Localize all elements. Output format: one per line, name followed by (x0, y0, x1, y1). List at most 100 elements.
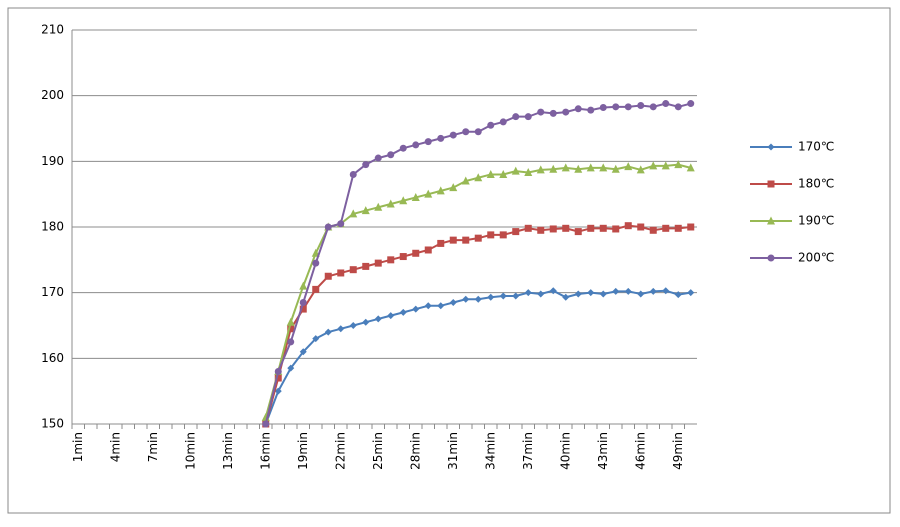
marker (611, 164, 620, 173)
marker (524, 167, 533, 176)
marker (436, 186, 445, 195)
marker (574, 105, 582, 113)
marker (299, 281, 308, 290)
marker (487, 231, 495, 239)
marker (686, 163, 695, 172)
marker (424, 246, 432, 254)
x-tick-label: 49min (671, 432, 685, 470)
marker (499, 292, 507, 300)
x-tick-label: 1min (71, 432, 85, 462)
marker (636, 165, 645, 174)
marker (462, 295, 470, 303)
marker (624, 162, 633, 171)
marker (487, 121, 495, 129)
marker (324, 328, 332, 336)
marker (411, 192, 420, 201)
marker (462, 236, 470, 244)
marker (299, 305, 307, 313)
marker (662, 287, 670, 295)
marker (474, 128, 482, 136)
x-tick-label: 19min (296, 432, 310, 470)
marker (612, 287, 620, 295)
marker (299, 348, 307, 356)
x-tick-label: 13min (221, 432, 235, 470)
x-tick-label: 31min (446, 432, 460, 470)
marker (287, 325, 295, 333)
marker (767, 254, 775, 262)
x-tick-label: 28min (408, 432, 422, 470)
marker (349, 209, 358, 218)
marker (599, 224, 607, 232)
marker (449, 183, 458, 192)
marker (437, 302, 445, 310)
marker (474, 173, 483, 182)
marker (586, 163, 595, 172)
marker (387, 256, 395, 264)
x-tick-label: 7min (146, 432, 160, 462)
marker (562, 108, 570, 116)
y-tick-label: 150 (41, 417, 64, 431)
marker (562, 224, 570, 232)
marker (612, 225, 620, 233)
marker (537, 226, 545, 234)
marker (637, 223, 645, 231)
legend-label: 200℃ (798, 251, 834, 265)
marker (424, 189, 433, 198)
marker (549, 225, 557, 233)
marker (349, 266, 357, 274)
marker (674, 103, 682, 111)
marker (687, 223, 695, 231)
marker (287, 364, 295, 372)
marker (574, 290, 582, 298)
marker (274, 367, 282, 375)
marker (324, 223, 332, 231)
marker (399, 196, 408, 205)
marker (337, 220, 345, 228)
marker (624, 103, 632, 111)
y-tick-label: 160 (41, 351, 64, 365)
marker (587, 224, 595, 232)
marker (637, 102, 645, 110)
marker (374, 154, 382, 162)
marker (561, 163, 570, 172)
marker (549, 109, 557, 117)
marker (462, 128, 470, 136)
marker (412, 249, 420, 257)
marker (349, 322, 357, 329)
marker (662, 100, 670, 108)
marker (461, 176, 470, 185)
marker (324, 272, 332, 280)
marker (587, 106, 595, 114)
marker (767, 216, 775, 225)
marker (362, 318, 370, 326)
marker (574, 228, 582, 236)
marker (624, 287, 632, 295)
x-tick-label: 46min (633, 432, 647, 470)
marker (649, 103, 657, 111)
legend-label: 170℃ (798, 140, 834, 154)
marker (399, 144, 407, 152)
chart-border (7, 7, 891, 514)
marker (662, 224, 670, 232)
y-tick-label: 200 (41, 88, 64, 102)
x-tick-label: 43min (596, 432, 610, 470)
marker (574, 164, 583, 173)
marker (524, 113, 532, 121)
marker (412, 305, 420, 313)
x-tick-label: 22min (333, 432, 347, 470)
marker (399, 253, 407, 261)
marker (312, 285, 320, 293)
marker (274, 374, 282, 382)
x-tick-label: 34min (483, 432, 497, 470)
marker (337, 269, 345, 277)
marker (474, 234, 482, 242)
marker (587, 289, 595, 297)
marker (274, 387, 282, 395)
marker (512, 228, 520, 236)
marker (687, 100, 695, 108)
marker (524, 289, 532, 297)
marker (299, 299, 307, 307)
x-tick-label: 4min (108, 432, 122, 462)
marker (387, 151, 395, 159)
